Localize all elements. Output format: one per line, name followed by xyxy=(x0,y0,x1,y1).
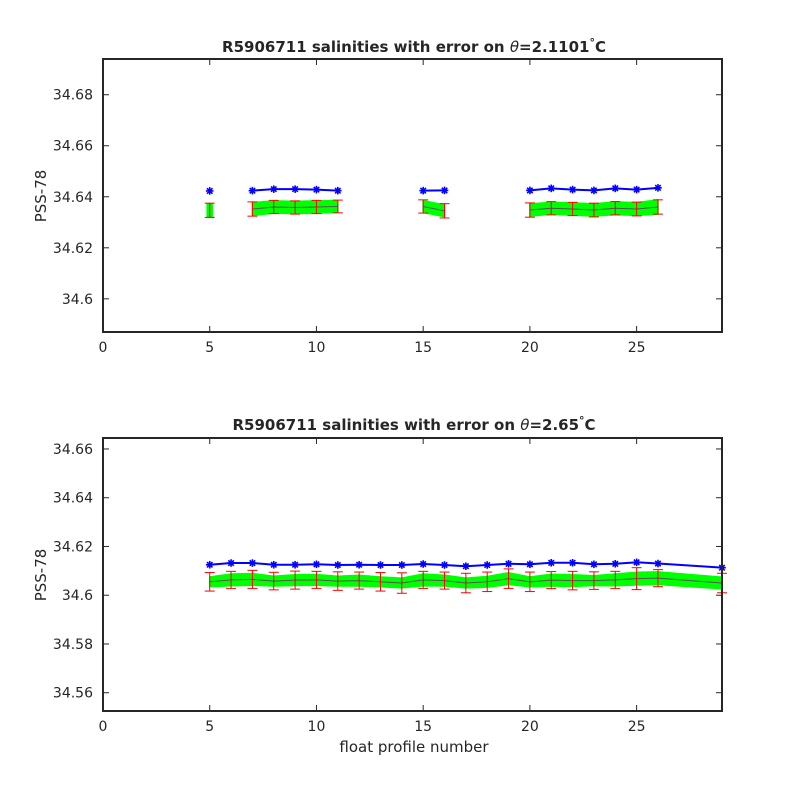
bottom-xtick-label-10: 10 xyxy=(308,719,326,735)
top-float-point-20 xyxy=(526,187,534,195)
top-float-point-22 xyxy=(569,186,577,194)
bottom-float-point-6 xyxy=(227,559,235,567)
bottom-float-point-20 xyxy=(526,560,534,568)
bottom-float-point-17 xyxy=(462,562,470,570)
top-panel-title: R5906711 salinities with error on θ=2.11… xyxy=(222,36,606,56)
top-float-point-16 xyxy=(441,187,449,195)
bottom-float-point-8 xyxy=(270,561,278,569)
top-float-point-24 xyxy=(611,185,619,193)
top-float-point-21 xyxy=(547,185,555,193)
bottom-float-point-26 xyxy=(654,560,662,568)
bottom-panel: R5906711 salinities with error on θ=2.65… xyxy=(32,414,727,756)
bottom-float-point-11 xyxy=(334,561,342,569)
bottom-float-point-14 xyxy=(398,561,406,569)
bottom-float-point-10 xyxy=(313,560,321,568)
top-title-suffix: =2.1101 xyxy=(519,38,589,56)
bottom-float-point-15 xyxy=(419,560,427,568)
top-title-theta: θ xyxy=(510,38,519,56)
top-xtick-label-20: 20 xyxy=(521,340,539,356)
top-errorbar-5 xyxy=(205,203,215,217)
bottom-float-point-9 xyxy=(291,561,299,569)
bottom-float-point-7 xyxy=(249,559,257,567)
bottom-ytick-label-3: 34.62 xyxy=(53,539,93,555)
top-float-point-15 xyxy=(419,187,427,195)
bottom-xtick-label-20: 20 xyxy=(521,719,539,735)
top-panel-ylabel: PSS-78 xyxy=(32,170,50,223)
bottom-float-point-24 xyxy=(611,560,619,568)
bottom-xtick-label-15: 15 xyxy=(414,719,432,735)
bottom-panel-ylabel: PSS-78 xyxy=(32,549,50,602)
top-ytick-label-3: 34.66 xyxy=(53,139,93,155)
top-float-point-8 xyxy=(270,185,278,193)
bottom-panel-title: R5906711 salinities with error on θ=2.65… xyxy=(232,414,595,434)
bottom-float-point-25 xyxy=(633,559,641,567)
top-xtick-label-0: 0 xyxy=(99,340,108,356)
bottom-xtick-label-5: 5 xyxy=(205,719,214,735)
top-xtick-label-15: 15 xyxy=(414,340,432,356)
top-xtick-label-25: 25 xyxy=(628,340,646,356)
top-float-point-23 xyxy=(590,187,598,195)
bottom-float-point-13 xyxy=(377,561,385,569)
top-xtick-label-10: 10 xyxy=(308,340,326,356)
bottom-float-point-23 xyxy=(590,560,598,568)
bottom-xtick-label-0: 0 xyxy=(99,719,108,735)
top-title-unit: C xyxy=(595,38,606,56)
bottom-ytick-label-2: 34.6 xyxy=(62,588,93,604)
top-ytick-label-4: 34.68 xyxy=(53,88,93,104)
top-float-point-26 xyxy=(654,184,662,192)
top-float-point-7 xyxy=(249,187,257,195)
top-title-prefix: R5906711 salinities with error on xyxy=(222,38,510,56)
x-axis-label: float profile number xyxy=(339,738,489,756)
top-float-point-10 xyxy=(313,186,321,194)
bottom-title-suffix: =2.65 xyxy=(529,416,579,434)
bottom-float-point-19 xyxy=(505,560,513,568)
top-float-point-11 xyxy=(334,187,342,195)
top-float-point-25 xyxy=(633,186,641,194)
bottom-float-point-5 xyxy=(206,561,214,569)
top-ytick-label-2: 34.64 xyxy=(53,190,93,206)
bottom-float-point-12 xyxy=(355,561,363,569)
bottom-ytick-label-5: 34.66 xyxy=(53,442,93,458)
bottom-ytick-label-4: 34.64 xyxy=(53,491,93,507)
top-xtick-label-5: 5 xyxy=(205,340,214,356)
top-ytick-label-0: 34.6 xyxy=(62,292,93,308)
bottom-float-point-21 xyxy=(547,559,555,567)
bottom-ytick-label-0: 34.56 xyxy=(53,686,93,702)
bottom-title-theta: θ xyxy=(520,416,529,434)
top-panel: R5906711 salinities with error on θ=2.11… xyxy=(32,36,722,356)
top-axes-box xyxy=(103,59,722,332)
top-ytick-label-1: 34.62 xyxy=(53,241,93,257)
bottom-ytick-label-1: 34.58 xyxy=(53,637,93,653)
top-float-point-9 xyxy=(291,185,299,193)
bottom-float-point-16 xyxy=(441,561,449,569)
bottom-float-point-22 xyxy=(569,559,577,567)
bottom-xtick-label-25: 25 xyxy=(628,719,646,735)
top-float-point-5 xyxy=(206,187,214,195)
bottom-title-prefix: R5906711 salinities with error on xyxy=(232,416,520,434)
bottom-title-unit: C xyxy=(585,416,596,434)
bottom-float-point-18 xyxy=(483,561,491,569)
